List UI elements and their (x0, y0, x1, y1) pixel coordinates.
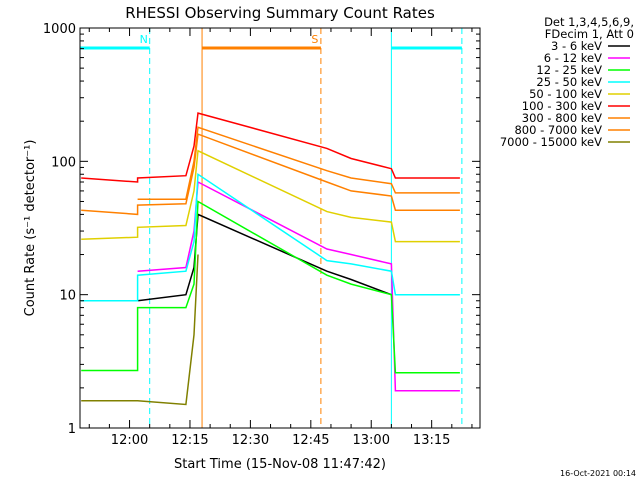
legend-label: 50 - 100 keV (529, 87, 602, 101)
y-tick-label: 1000 (43, 22, 76, 37)
series-layer (81, 112, 460, 406)
plot-frame (79, 27, 481, 429)
legend-header: FDecim 1, Att 0 (545, 27, 634, 41)
x-tick-label: 13:00 (353, 433, 390, 448)
series-line-1 (137, 213, 392, 302)
series-line-2 (137, 180, 460, 392)
x-tick-label: 12:45 (292, 433, 329, 448)
series-line-3 (81, 200, 460, 374)
legend: Det 1,3,4,5,6,9,FDecim 1, Att 03 - 6 keV… (500, 15, 634, 149)
legend-label: 6 - 12 keV (544, 51, 602, 65)
x-tick-label: 12:15 (171, 433, 208, 448)
saa-label: S (311, 33, 318, 46)
y-tick-label: 1 (68, 422, 76, 437)
x-axis: 12:00 12:15 12:30 12:45 13:00 13:15 (88, 28, 473, 448)
legend-header: Det 1,3,4,5,6,9, (544, 15, 634, 29)
series-line-8 (137, 126, 460, 200)
x-tick-label: 12:30 (232, 433, 269, 448)
legend-label: 25 - 50 keV (536, 75, 602, 89)
y-axis-label: Count Rate (s⁻¹ detector⁻¹) (23, 140, 38, 317)
footer-date: 16-Oct-2021 00:14 (560, 469, 636, 478)
legend-label: 100 - 300 keV (522, 99, 602, 113)
chart-title: RHESSI Observing Summary Count Rates (125, 4, 435, 22)
series-line-4 (81, 172, 460, 302)
x-tick-label: 12:00 (111, 433, 148, 448)
y-tick-label: 100 (51, 155, 76, 170)
series-line-7 (81, 133, 460, 216)
legend-label: 300 - 800 keV (522, 111, 602, 125)
night-label: N (140, 33, 148, 46)
series-line-9 (81, 254, 199, 406)
legend-label: 3 - 6 keV (551, 39, 602, 53)
series-line-5 (81, 149, 460, 243)
legend-label: 800 - 7000 keV (514, 123, 602, 137)
y-tick-label: 10 (59, 289, 76, 304)
series-line-6 (81, 112, 460, 183)
legend-label: 12 - 25 keV (536, 63, 602, 77)
x-tick-label: 13:15 (413, 433, 450, 448)
y-axis: 1 10 100 1000 (43, 22, 480, 437)
legend-label: 7000 - 15000 keV (500, 135, 602, 149)
x-axis-label: Start Time (15-Nov-08 11:47:42) (174, 457, 386, 472)
